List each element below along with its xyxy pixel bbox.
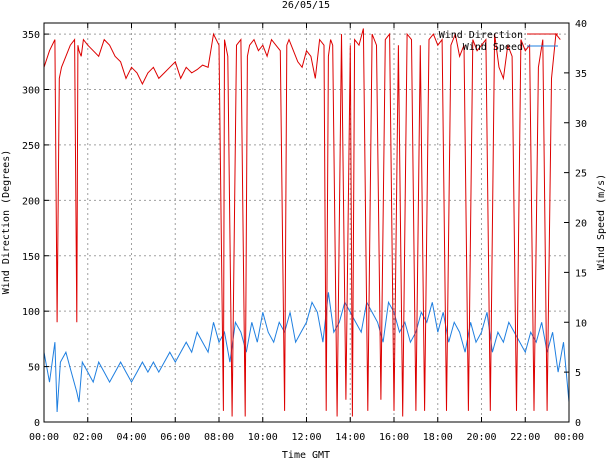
y-tick-label: 50: [28, 363, 40, 374]
series-layer: [43, 28, 570, 417]
x-tick-label: 08:00: [204, 432, 234, 443]
y-tick-label: 250: [22, 141, 40, 152]
x-tick-label: 12:00: [291, 432, 321, 443]
y-tick-label: 300: [22, 86, 40, 97]
x-tick-label: 14:00: [335, 432, 365, 443]
y2-tick-label: 5: [575, 368, 581, 379]
x-tick-label: 04:00: [116, 432, 146, 443]
x-tick-label: 00:00: [29, 432, 59, 443]
axis-layer: 00:00 02:00 04:00 06:00 08:00 10:00 12:00 14:00…: [22, 19, 587, 443]
x-axis-label: Time GMT: [282, 450, 330, 459]
legend-label-wind-speed: Wind Speed: [463, 42, 523, 53]
series-line-wind-speed: [43, 292, 570, 413]
y-axis-label: Wind Direction (Degrees): [1, 150, 12, 295]
y2-axis-label: Wind Speed (m/s): [596, 174, 607, 270]
y-tick-label: 0: [34, 418, 40, 429]
y2-tick-label: 20: [575, 219, 587, 230]
y-tick-label: 150: [22, 252, 40, 263]
chart-title: 26/05/15: [282, 0, 330, 11]
series-line-wind-direction: [43, 28, 561, 417]
x-tick-label: 02:00: [73, 432, 103, 443]
y2-tick-label: 30: [575, 119, 587, 130]
y2-tick-label: 0: [575, 418, 581, 429]
y-tick-label: 100: [22, 307, 40, 318]
y2-tick-label: 40: [575, 19, 587, 30]
x-tick-label: 20:00: [466, 432, 496, 443]
legend-label-wind-direction: Wind Direction: [439, 30, 523, 41]
x-tick-label: 10:00: [248, 432, 278, 443]
y-tick-label: 200: [22, 196, 40, 207]
y-tick-label: 350: [22, 30, 40, 41]
y2-tick-label: 25: [575, 169, 587, 180]
x-tick-label: 00:00: [554, 432, 584, 443]
x-tick-label: 22:00: [510, 432, 540, 443]
legend: Wind Direction Wind Speed: [439, 30, 558, 53]
y2-tick-label: 35: [575, 69, 587, 80]
y2-tick-label: 15: [575, 268, 587, 279]
y2-tick-label: 10: [575, 318, 587, 329]
x-tick-label: 16:00: [379, 432, 409, 443]
x-tick-label: 18:00: [423, 432, 453, 443]
x-tick-label: 06:00: [160, 432, 190, 443]
